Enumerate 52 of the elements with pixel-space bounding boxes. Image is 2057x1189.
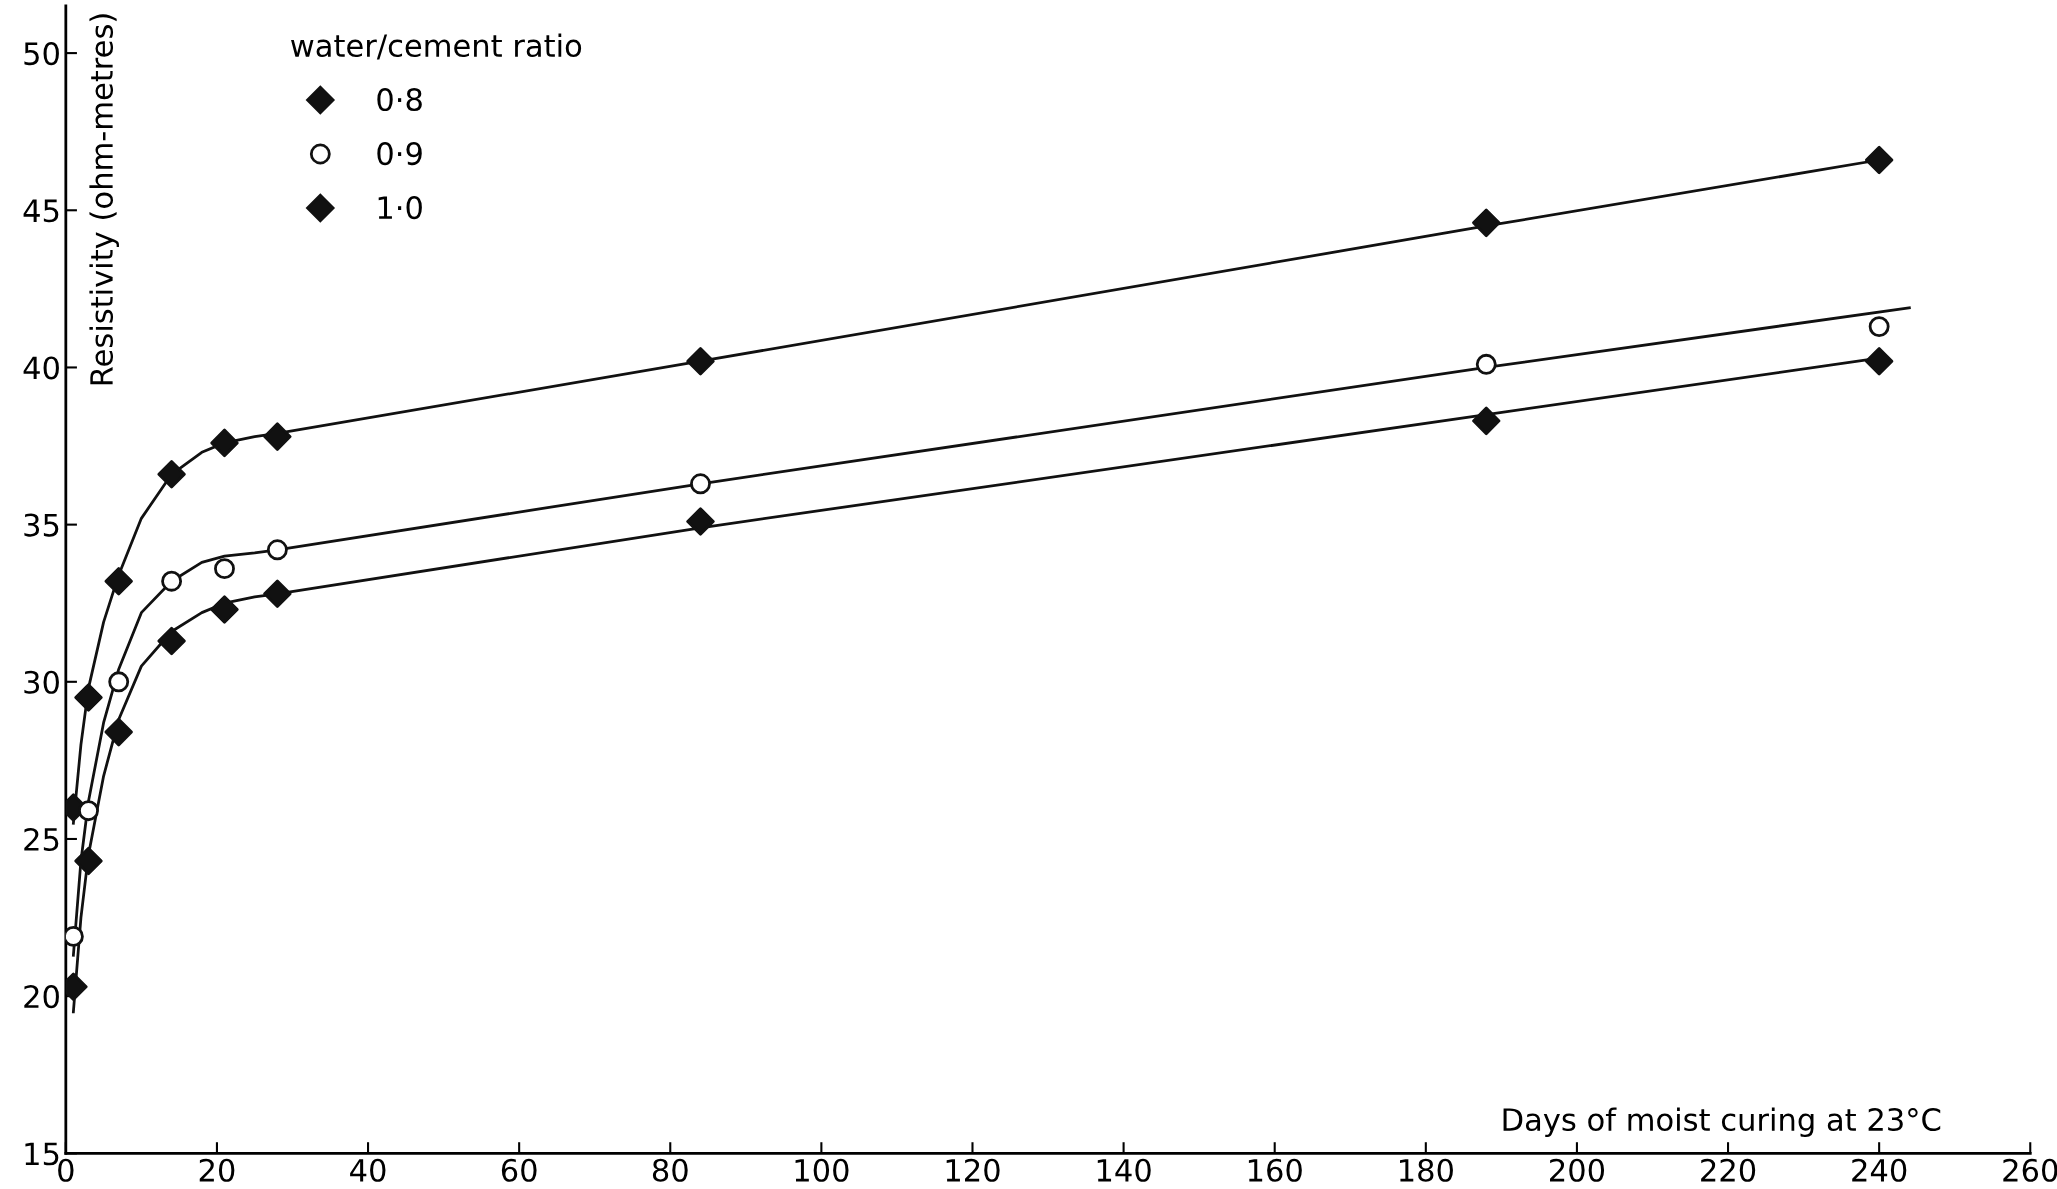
x-tick-label: 20 [199, 1158, 235, 1182]
point [74, 683, 103, 712]
point [78, 800, 99, 822]
x-tick-label: 120 [946, 1158, 1000, 1182]
y-tick-label: 45 [23, 199, 59, 223]
x-tick-label: 140 [1097, 1158, 1151, 1182]
x-tick-label: 200 [1550, 1158, 1605, 1182]
y-tick-label: 25 [24, 827, 59, 852]
y-tick-label: 30 [24, 670, 59, 694]
x-tick-label: 80 [652, 1158, 688, 1182]
y-tick-label: 15 [25, 1142, 59, 1166]
point [686, 507, 715, 536]
legend-title: water/cement ratio [291, 33, 582, 60]
point [161, 570, 183, 592]
point [1472, 406, 1501, 436]
y-axis-title: Resistivity (ohm-metres) [89, 14, 119, 385]
point [210, 428, 239, 458]
point [104, 567, 133, 596]
legend-label: 0·8 [377, 88, 422, 112]
y-tick-label: 40 [23, 356, 59, 380]
point [1868, 316, 1890, 338]
x-tick-label: 100 [795, 1158, 849, 1182]
legend-label: 0·9 [377, 142, 422, 166]
point [214, 558, 235, 580]
point [157, 460, 186, 489]
point [1475, 353, 1497, 375]
point [263, 579, 292, 608]
point [210, 595, 239, 624]
x-tick-label: 160 [1248, 1158, 1302, 1182]
point [263, 422, 292, 451]
x-tick-label: 260 [2003, 1158, 2057, 1182]
point [104, 717, 133, 747]
y-tick-label: 35 [24, 513, 59, 537]
y-tick-label: 20 [24, 985, 59, 1009]
legend-label: 1·0 [378, 196, 422, 220]
x-axis-title: Days of moist curing at 23°C [1503, 1107, 1941, 1138]
point [1864, 145, 1894, 175]
point [686, 346, 715, 376]
y-tick-label: 50 [24, 42, 59, 66]
x-tick-label: 60 [501, 1158, 537, 1182]
point [1472, 208, 1501, 238]
x-tick-label: 240 [1852, 1158, 1907, 1182]
point [690, 473, 711, 495]
point [266, 539, 288, 561]
x-tick-label: 0 [58, 1158, 74, 1182]
x-tick-label: 220 [1701, 1158, 1756, 1182]
x-tick-label: 180 [1400, 1158, 1453, 1182]
point [108, 671, 130, 693]
point [1864, 346, 1894, 376]
point [74, 846, 103, 876]
point [157, 626, 186, 656]
x-tick-label: 40 [350, 1158, 386, 1182]
